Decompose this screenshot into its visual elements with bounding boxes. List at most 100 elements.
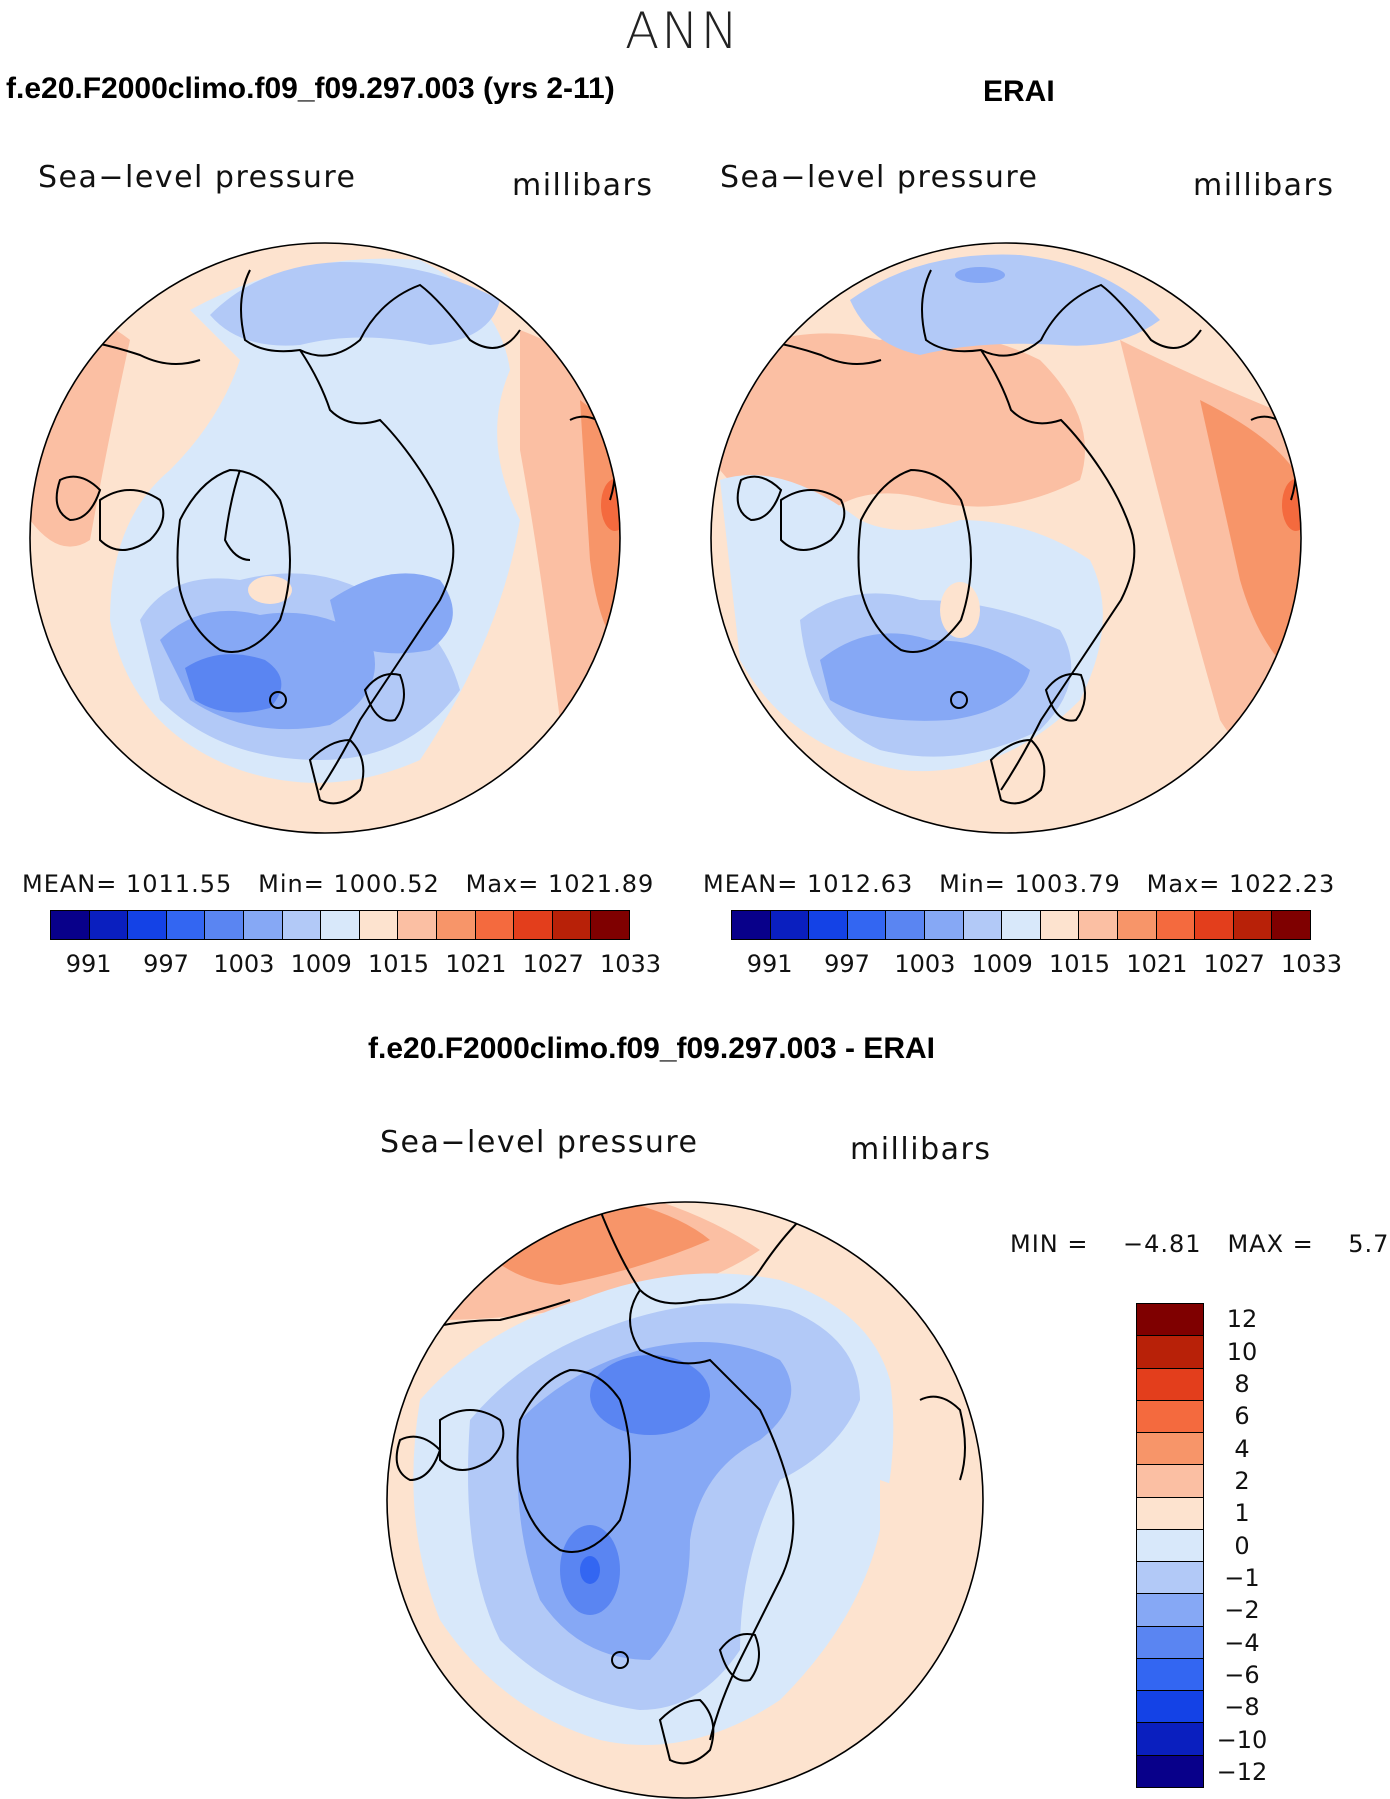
panel2-colorbar-swatch [1002,911,1041,939]
panel1-colorbar-swatch [398,911,437,939]
panel2-colorbar-swatch [732,911,771,939]
panel2-colorbar-swatch [770,911,810,939]
panel3-colorbar-swatch [1137,1562,1203,1595]
panel3-colorbar-swatch [1137,1626,1203,1659]
panel3-boundary [386,1201,984,1799]
panel1-colorbar-tick-label: 1027 [522,950,584,978]
panel3-colorbar-swatch [1137,1691,1203,1724]
panel1-subtitle: Sea−level pressure [38,160,357,195]
panel1-colorbar-swatch [166,911,206,939]
panel2-colorbar-swatch [924,911,964,939]
panel3-colorbar-tick-label: 8 [1234,1369,1250,1398]
panel3-colorbar-swatch [1137,1465,1203,1498]
panel3-colorbar-swatch [1137,1594,1203,1627]
panel1-colorbar-swatch [552,911,592,939]
panel1-colorbar-tick-label: 1033 [600,950,662,978]
panel1-colorbar-tick-label: 1015 [368,950,430,978]
panel1-map [30,243,620,833]
panel1-colorbar-tick-label: 997 [143,950,189,978]
panel3-colorbar [1136,1303,1204,1788]
panel3-min-label: MIN = [1010,1230,1089,1258]
panel3-colorbar-swatch [1137,1723,1203,1756]
panel1-colorbar-tick-label: 1021 [445,950,507,978]
panel3-colorbar-swatch [1137,1400,1203,1434]
panel1-colorbar-tick-label: 1009 [290,950,352,978]
panel2-colorbar-tick-label: 1033 [1281,950,1343,978]
panel2-colorbar-swatch [886,911,925,939]
panel1-colorbar-swatch [128,911,167,939]
panel3-title: f.e20.F2000climo.f09_f09.297.003 - ERAI [368,1032,935,1065]
panel3-stats: MIN = −4.81 MAX = 5.71 [1010,1230,1390,1258]
panel2-colorbar-swatch [1117,911,1157,939]
panel1-colorbar-swatch [514,911,553,939]
panel3-colorbar-swatch [1137,1497,1203,1530]
panel1-colorbar-swatch [205,911,244,939]
panel2-colorbar-swatch [1156,911,1196,939]
panel3-max-value: 5.71 [1348,1230,1390,1258]
panel1-boundary [29,242,621,834]
panel1-units: millibars [512,168,654,203]
panel2-map [711,243,1301,833]
panel3-colorbar-swatch [1137,1433,1203,1466]
panel1-coastlines [55,269,616,805]
panel2-min-label: Min= [939,870,1006,898]
panel3-colorbar-swatch [1137,1529,1203,1563]
panel3-colorbar-tick-label: 0 [1234,1531,1250,1560]
panel2-colorbar-swatch [1272,911,1310,939]
panel3-min-value: −4.81 [1123,1230,1202,1258]
panel2-colorbar-tick-label: 1015 [1049,950,1111,978]
panel3-subtitle: Sea−level pressure [380,1125,699,1160]
panel2-colorbar-swatch [847,911,887,939]
panel1-title: f.e20.F2000climo.f09_f09.297.003 (yrs 2-… [6,72,615,105]
panel3-colorbar-swatch [1137,1336,1203,1369]
panel1-min-value: 1000.52 [333,870,440,898]
panel1-colorbar [50,910,630,940]
panel1-colorbar-tick-label: 991 [65,950,112,978]
panel1-mean-label: MEAN= [22,870,118,898]
panel3-units: millibars [850,1132,992,1167]
panel2-stats: MEAN= 1012.63 Min= 1003.79 Max= 1022.23 [703,870,1335,898]
panel2-max-value: 1022.23 [1229,870,1336,898]
panel2-colorbar-swatch [1233,911,1273,939]
panel1-min-label: Min= [258,870,325,898]
panel2-mean-value: 1012.63 [807,870,914,898]
panel1-colorbar-swatch [436,911,476,939]
panel2-min-value: 1003.79 [1014,870,1121,898]
panel2-colorbar-tick-label: 1027 [1203,950,1265,978]
panel2-subtitle: Sea−level pressure [720,160,1039,195]
panel1-colorbar-swatch [475,911,515,939]
panel1-mean-value: 1011.55 [126,870,233,898]
panel3-colorbar-tick-label: −1 [1224,1563,1260,1592]
panel2-colorbar [731,910,1311,940]
panel2-colorbar-swatch [809,911,848,939]
panel2-colorbar-swatch [1079,911,1118,939]
panel2-coastlines [736,269,1297,805]
panel3-colorbar-tick-label: −10 [1216,1725,1268,1754]
panel2-title: ERAI [983,75,1055,108]
panel3-colorbar-swatch [1137,1304,1203,1337]
panel1-colorbar-swatch [89,911,129,939]
panel3-colorbar-tick-label: 10 [1226,1337,1258,1366]
panel2-colorbar-swatch [1040,911,1080,939]
panel3-colorbar-swatch [1137,1755,1203,1787]
panel2-units: millibars [1193,168,1335,203]
panel1-max-label: Max= [465,870,540,898]
panel3-colorbar-tick-label: 12 [1226,1305,1258,1334]
panel3-max-label: MAX = [1227,1230,1314,1258]
panel3-colorbar-swatch [1137,1368,1203,1401]
panel2-colorbar-swatch [1195,911,1234,939]
panel2-colorbar-tick-label: 1009 [971,950,1033,978]
panel2-colorbar-tick-label: 997 [824,950,870,978]
panel1-stats: MEAN= 1011.55 Min= 1000.52 Max= 1021.89 [22,870,654,898]
panel1-colorbar-swatch [243,911,283,939]
panel3-colorbar-tick-label: −4 [1224,1628,1260,1657]
panel1-colorbar-tick-label: 1003 [213,950,275,978]
panel1-colorbar-swatch [321,911,360,939]
panel3-colorbar-swatch [1137,1658,1203,1692]
panel1-colorbar-swatch [282,911,322,939]
panel1-colorbar-swatch [591,911,629,939]
panel3-colorbar-tick-label: 4 [1234,1434,1250,1463]
panel1-max-value: 1021.89 [548,870,655,898]
panel3-map [387,1202,983,1798]
